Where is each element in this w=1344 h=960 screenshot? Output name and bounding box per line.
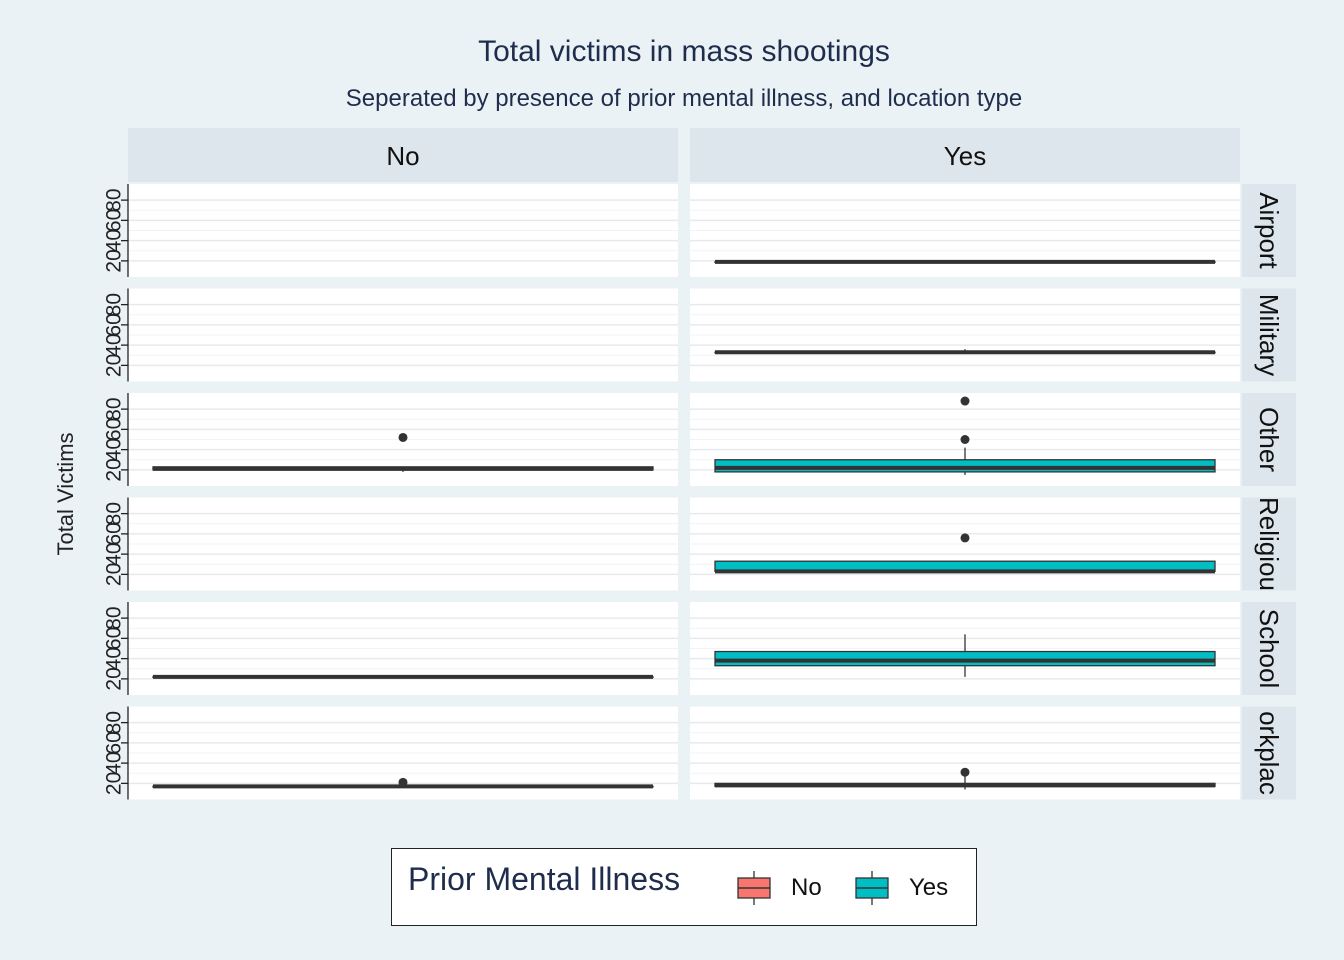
column-strip-label: Yes [944, 141, 986, 171]
row-strip-other [1242, 393, 1296, 486]
chart-title: Total victims in mass shootings [478, 35, 890, 68]
row-strip-label: School [1254, 609, 1284, 689]
y-tick-label: 60 [103, 627, 126, 650]
y-axis-label: Total Victims [53, 432, 78, 555]
row-strip-text-group: Airport [1254, 192, 1284, 269]
y-tick-label: 40 [103, 438, 126, 461]
row-strip-label: Airport [1254, 192, 1284, 269]
row-strip-workplace [1242, 706, 1296, 800]
column-strip-yes [690, 128, 1240, 182]
y-tick-label: 20 [103, 563, 126, 586]
y-tick-label: 40 [103, 229, 126, 252]
row-strip-text-group: Other [1254, 407, 1284, 472]
legend-title: Prior Mental Illness [408, 861, 681, 897]
outlier-point-workplace-no [398, 777, 408, 787]
box-other-yes [714, 459, 1216, 473]
y-tick-label: 80 [103, 293, 126, 316]
box-school-yes [714, 650, 1216, 667]
y-tick-label: 80 [103, 397, 126, 420]
legend-label-no: No [791, 874, 822, 901]
row-strip-airport [1242, 184, 1296, 277]
y-tick-label: 80 [103, 711, 126, 734]
row-strip-military [1242, 288, 1296, 382]
row-strip-text-group: Military [1254, 294, 1284, 376]
y-tick-label: 60 [103, 418, 126, 441]
row-strip-school [1242, 602, 1296, 695]
row-strip-label: orkplac [1254, 711, 1284, 795]
row-strip-label: Other [1254, 407, 1284, 472]
row-strip-text-group: orkplac [1254, 711, 1284, 795]
outlier-point-workplace-yes [960, 767, 970, 777]
y-tick-label: 20 [103, 458, 126, 481]
legend-item-no: No [737, 871, 822, 905]
row-strip-religious [1242, 497, 1296, 591]
legend-key-no [737, 871, 771, 905]
y-tick-label: 60 [103, 209, 126, 232]
y-tick-label: 20 [103, 667, 126, 690]
row-strip-label: Religiou [1254, 497, 1284, 591]
y-tick-label: 40 [103, 647, 126, 670]
row-strip-text-group: Religiou [1254, 497, 1284, 591]
y-tick-label: 60 [103, 522, 126, 545]
chart-subtitle: Seperated by presence of prior mental il… [346, 85, 1022, 112]
y-tick-label: 60 [103, 313, 126, 336]
outlier-point-religious-yes [960, 533, 970, 543]
row-strip-text-group: School [1254, 609, 1284, 689]
legend: Prior Mental Illness No Yes [391, 848, 977, 926]
column-strip-no [128, 128, 678, 182]
y-tick-label: 80 [103, 188, 126, 211]
outlier-point-other-yes [960, 435, 970, 444]
y-tick-label: 40 [103, 751, 126, 774]
y-tick-label: 80 [103, 606, 126, 629]
row-strip-label: Military [1254, 294, 1284, 376]
legend-key-yes [855, 871, 889, 905]
y-tick-label: 40 [103, 333, 126, 356]
y-tick-label: 60 [103, 731, 126, 754]
y-tick-label: 80 [103, 502, 126, 525]
legend-item-yes: Yes [855, 871, 948, 905]
y-tick-label: 20 [103, 249, 126, 272]
outlier-point-other-no [398, 432, 408, 442]
y-tick-label: 20 [103, 772, 126, 795]
y-tick-label: 20 [103, 354, 126, 377]
box-marks [152, 259, 1216, 790]
legend-label-yes: Yes [909, 874, 949, 901]
column-strip-label: No [386, 141, 419, 171]
y-tick-label: 40 [103, 542, 126, 565]
outlier-point-other-yes [960, 396, 970, 406]
